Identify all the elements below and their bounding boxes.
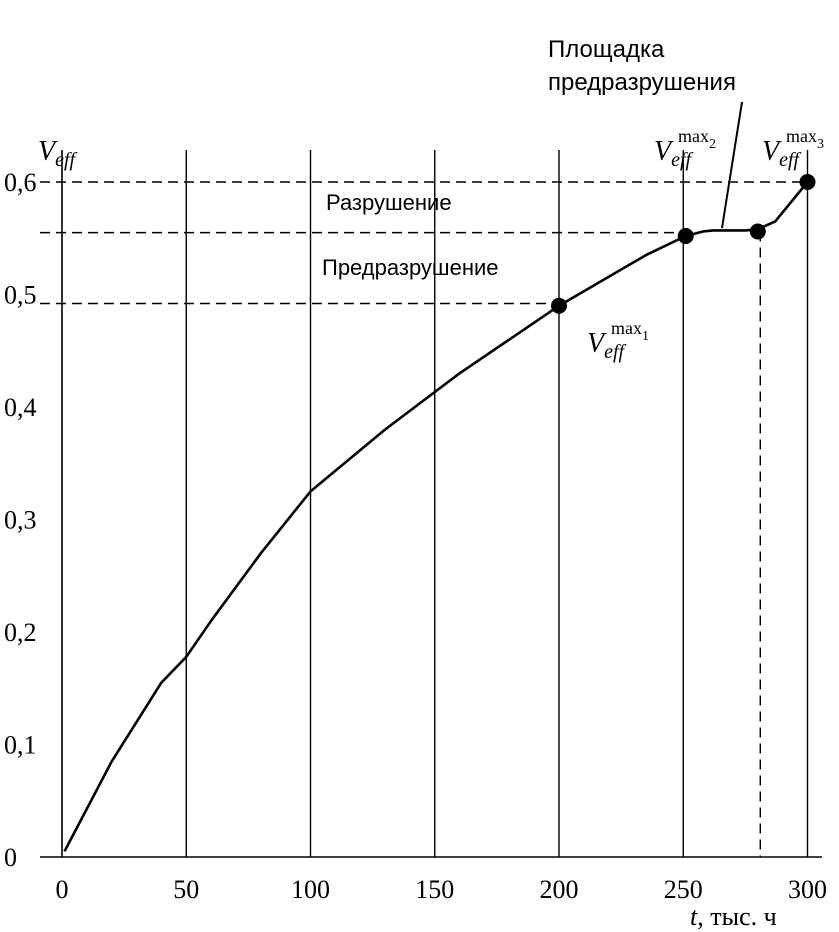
marked-point-4 <box>799 174 816 190</box>
marked-point-1 <box>551 297 567 314</box>
point-label-2-sup: max2 <box>678 126 716 152</box>
point-label-3: Veff <box>762 136 802 171</box>
marked-points <box>551 174 816 314</box>
point-label-1: Veff <box>587 328 627 363</box>
x-tick-label: 200 <box>540 875 579 904</box>
y-tick-label: 0,6 <box>4 168 37 197</box>
y-tick-label: 0,3 <box>4 506 37 535</box>
reference-lines <box>40 181 808 857</box>
y-tick-label: 0,1 <box>4 731 37 760</box>
y-tick-labels: 0 0,1 0,2 0,3 0,4 0,5 0,6 <box>4 168 37 872</box>
point-label-2: Veff <box>654 136 694 171</box>
y-tick-label: 0,2 <box>4 618 37 647</box>
x-tick-label: 50 <box>173 875 199 904</box>
y-tick-label: 0 <box>4 843 17 872</box>
marked-point-2 <box>677 228 694 244</box>
y-tick-label: 0,5 <box>4 281 37 310</box>
y-axis-title: Veff <box>38 136 78 171</box>
vertical-grid <box>185 150 809 857</box>
x-tick-label: 150 <box>415 875 454 904</box>
x-tick-label: 300 <box>788 875 827 904</box>
point-label-3-sup: max3 <box>786 126 824 152</box>
plateau-pointer-line <box>721 101 743 229</box>
pre-fracture-region-label: Предразрушение <box>322 255 499 280</box>
fracture-region-label: Разрушение <box>326 190 452 215</box>
x-tick-label: 250 <box>664 875 703 904</box>
plateau-label-line1: Площадка <box>548 36 665 63</box>
x-tick-label: 0 <box>56 875 69 904</box>
series-line <box>63 181 809 853</box>
marked-point-3 <box>749 223 766 240</box>
x-axis-title: t, тыс. ч <box>690 902 777 931</box>
x-tick-labels: 0 50 100 150 200 250 300 <box>56 875 828 904</box>
y-tick-label: 0,4 <box>4 393 37 422</box>
point-label-1-sup: max1 <box>611 318 649 344</box>
axes <box>40 150 822 858</box>
plateau-label-line2: предразрушения <box>548 69 736 96</box>
x-tick-label: 100 <box>291 875 330 904</box>
